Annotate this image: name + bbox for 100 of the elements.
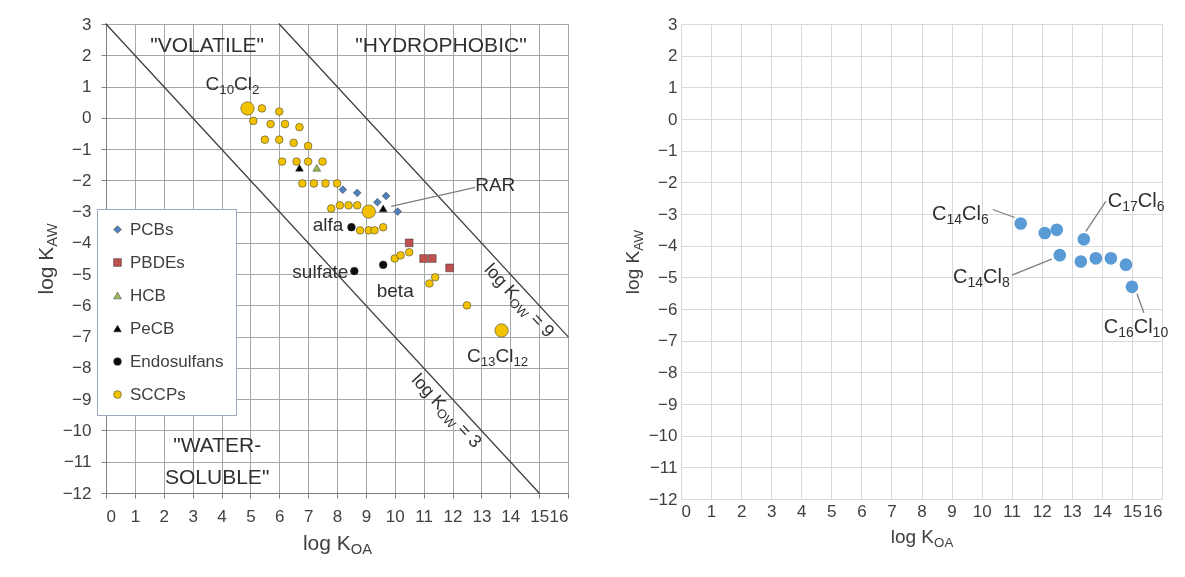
point (379, 223, 388, 232)
legend-label: HCB (130, 285, 166, 305)
point (393, 207, 402, 216)
y-tick-label: 2 (668, 46, 678, 66)
x-tick-label: 3 (766, 501, 777, 521)
point (275, 135, 284, 144)
x-tick-label: 14 (1092, 501, 1112, 521)
x-tick-label: 9 (947, 501, 957, 521)
y-tick-label: −3 (72, 202, 92, 222)
y-tick-label: −1 (658, 141, 678, 161)
point (249, 116, 258, 126)
point (419, 254, 428, 263)
point (275, 107, 284, 116)
annotation: "WATER- SOLUBLE" (165, 433, 270, 489)
x-tick-label: 14 (501, 506, 521, 526)
x-tick-label: 12 (443, 506, 463, 526)
x-tick-label: 5 (827, 501, 837, 521)
y-tick-label: 0 (668, 109, 678, 129)
x-axis-title: log K$_{OA}$ (302, 530, 373, 557)
y-tick-label: −3 (658, 204, 678, 224)
point (266, 119, 275, 129)
x-tick-label: 0 (106, 506, 116, 526)
legend-label: PeCB (130, 318, 175, 338)
point (295, 164, 304, 172)
point (381, 191, 391, 201)
point (257, 104, 267, 113)
annotation: RAR (475, 174, 516, 196)
point (1089, 252, 1103, 265)
point (289, 138, 298, 147)
x-tick-label: 8 (917, 501, 927, 521)
point (335, 201, 344, 210)
x-tick-label: 10 (972, 501, 992, 521)
y-tick-label: −5 (72, 264, 92, 284)
annotation: C$_{10}$Cl$_{2}$ (205, 73, 260, 98)
x-tick-label: 15 (530, 506, 550, 526)
point (405, 238, 414, 247)
point (379, 204, 388, 213)
annotation: C$_{13}$Cl$_{12}$ (466, 345, 529, 370)
point (280, 119, 290, 129)
point (321, 179, 330, 188)
x-tick-label: 11 (1003, 501, 1022, 521)
y-tick-label: −11 (649, 457, 678, 477)
y-tick-label: −10 (648, 426, 678, 446)
annotation: C$_{16}$Cl$_{10}$ (1103, 314, 1169, 341)
y-tick-label: −6 (658, 299, 678, 319)
y-tick-label: −10 (62, 420, 92, 440)
point (309, 179, 318, 188)
point (431, 273, 440, 282)
point (1050, 223, 1064, 237)
x-tick-label: 11 (415, 506, 433, 526)
y-tick-label: −6 (72, 295, 92, 315)
x-tick-label: 0 (681, 501, 691, 521)
point (338, 185, 347, 194)
y-tick-label: −9 (72, 389, 92, 409)
y-tick-label: −1 (72, 139, 92, 159)
y-tick-label: −2 (72, 170, 92, 190)
annotation: "HYDROPHOBIC" (355, 32, 527, 56)
y-tick-label: −5 (658, 267, 678, 287)
x-tick-label: 2 (736, 501, 747, 521)
x-tick-label: 4 (797, 501, 807, 521)
x-tick-label: 1 (706, 501, 717, 521)
point (405, 248, 414, 257)
y-tick-label: 2 (82, 45, 92, 65)
point (295, 123, 304, 132)
point (1053, 248, 1067, 262)
y-tick-label: −8 (658, 362, 678, 382)
x-tick-label: 6 (857, 501, 867, 521)
legend-label: SCCPs (130, 384, 186, 404)
point (356, 226, 365, 235)
point (1077, 233, 1091, 246)
point (1074, 255, 1088, 268)
y-tick-label: 1 (82, 77, 92, 97)
annotation: beta (376, 279, 415, 301)
point (298, 179, 307, 188)
point (260, 135, 269, 144)
point (425, 279, 434, 288)
point (428, 254, 437, 263)
x-tick-label: 15 (1122, 501, 1142, 521)
x-tick-label: 1 (130, 506, 141, 526)
annotation: C$_{14}$Cl$_{6}$ (931, 201, 989, 227)
point (344, 201, 353, 210)
x-tick-label: 7 (887, 501, 897, 521)
point (350, 266, 359, 276)
y-tick-label: −2 (658, 172, 678, 192)
annotation: alfa (312, 214, 344, 236)
x-tick-label: 13 (1062, 501, 1082, 521)
point (304, 157, 313, 166)
annotation: C$_{14}$Cl$_{8}$ (953, 265, 1010, 291)
x-tick-label: 13 (472, 506, 492, 526)
x-tick-label: 6 (275, 506, 285, 526)
x-tick-label: 16 (549, 506, 569, 526)
point (445, 263, 454, 272)
point (332, 179, 342, 188)
legend-label: Endosulfans (130, 351, 224, 371)
point (1104, 252, 1118, 265)
point (396, 251, 405, 260)
y-tick-label: 0 (82, 108, 92, 128)
legend-label: PBDEs (130, 252, 185, 272)
annotation: C$_{17}$Cl$_{6}$ (1107, 189, 1165, 215)
y-tick-label: −7 (658, 331, 678, 351)
